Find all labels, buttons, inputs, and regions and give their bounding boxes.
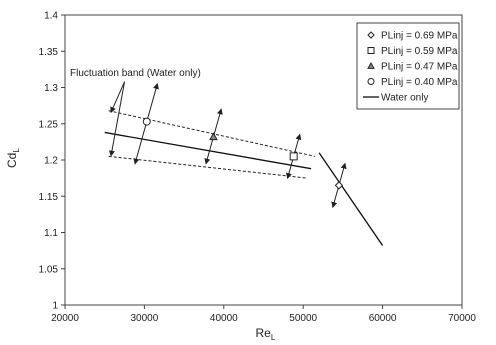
legend-marker-circle: [367, 78, 375, 85]
fluctuation-band: [108, 110, 316, 179]
y-tick-label: 1.15: [39, 192, 59, 203]
error-arrow-up: [338, 162, 347, 186]
y-axis-title-sub: L: [12, 148, 21, 153]
error-arrow-up: [212, 108, 223, 137]
error-arrow-up: [146, 82, 159, 122]
data-point-circle: [142, 117, 151, 126]
y-tick-label: 1: [52, 301, 58, 312]
band-upper-line: [108, 110, 316, 157]
band-lower-line: [108, 155, 308, 179]
annotation-arrow: [108, 81, 126, 157]
x-axis-title-main: Re: [256, 326, 272, 340]
legend-label: PLinj = 0.47 MPa: [381, 62, 458, 73]
data-point-triangle: [209, 132, 218, 141]
legend: PLinj = 0.69 MPa PLinj = 0.59 MPa PLinj = …: [356, 22, 460, 110]
x-tick-label: 40000: [210, 313, 238, 324]
legend-marker-triangle: [367, 61, 375, 69]
x-axis-title-sub: L: [271, 333, 276, 342]
legend-label: PLinj = 0.40 MPa: [381, 77, 458, 88]
annotation-arrow: [110, 81, 126, 114]
legend-label: PLinj = 0.69 MPa: [381, 31, 458, 42]
x-axis-title: ReL: [256, 326, 276, 342]
annotation: Fluctuation band (Water only): [70, 68, 201, 157]
legend-box: [356, 22, 460, 110]
water-only-line: [318, 152, 384, 246]
legend-label: PLinj = 0.59 MPa: [381, 46, 458, 57]
x-tick-label: 70000: [448, 313, 476, 324]
legend-marker-diamond: [367, 31, 375, 39]
x-tick-label: 20000: [51, 313, 79, 324]
legend-label: Water only: [381, 93, 428, 104]
y-tick-label: 1.1: [44, 228, 58, 239]
error-arrow-down: [204, 136, 214, 165]
y-tick-label: 1.25: [39, 119, 59, 130]
error-arrow-down: [331, 185, 340, 209]
y-tick-label: 1.4: [44, 11, 58, 22]
y-axis: 1 1.05 1.1 1.15 1.2 1.25 1.3 1.35 1.4: [39, 11, 65, 312]
y-tick-label: 1.3: [44, 83, 58, 94]
y-tick-label: 1.05: [39, 264, 59, 275]
error-arrow-down: [133, 121, 148, 165]
y-tick-label: 1.2: [44, 156, 58, 167]
water-only-series: [104, 131, 384, 246]
y-axis-title-main: Cd: [5, 153, 19, 168]
y-axis-title: CdL: [5, 148, 21, 168]
x-tick-label: 50000: [289, 313, 317, 324]
data-point-square: [289, 152, 298, 161]
x-tick-label: 60000: [369, 313, 397, 324]
x-axis: 20000 30000 40000 50000 60000 70000: [51, 305, 476, 324]
y-tick-label: 1.35: [39, 47, 59, 58]
fluctuation-band-label: Fluctuation band (Water only): [70, 68, 201, 79]
water-only-line: [104, 131, 312, 170]
data-markers: [133, 82, 347, 209]
x-tick-label: 30000: [130, 313, 158, 324]
legend-marker-square: [367, 47, 375, 54]
data-point-diamond: [334, 181, 344, 190]
